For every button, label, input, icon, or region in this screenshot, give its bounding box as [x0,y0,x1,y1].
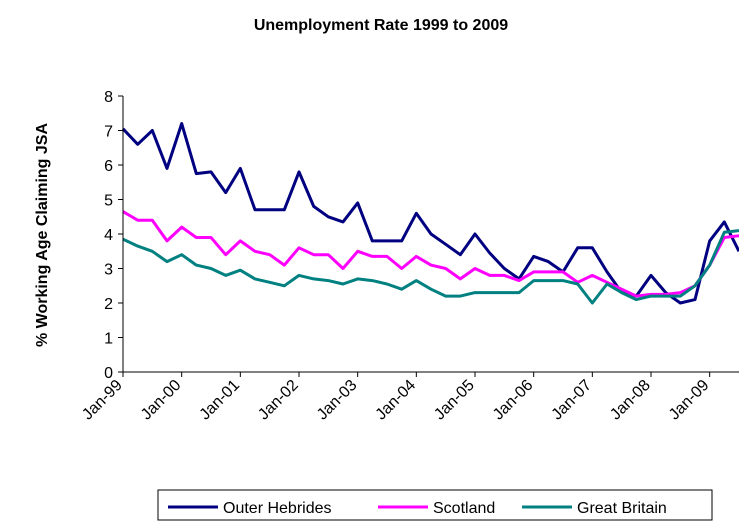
legend-label-outer-hebrides: Outer Hebrides [223,500,332,517]
x-axis: Jan-99 Jan-00 Jan-01 Jan-02 Jan-03 Jan-04 Jan-… [79,372,713,424]
x-tick-label: Jan-99 [79,377,126,424]
x-tick-label: Jan-08 [607,377,654,424]
series-lines [121,122,739,305]
legend-label-scotland: Scotland [433,500,495,517]
x-tick-label: Jan-05 [431,377,478,424]
series-line-great-britain [122,229,739,305]
y-tick-label: 1 [104,331,113,348]
y-tick-label: 5 [104,193,113,210]
legend-box [157,489,713,521]
y-tick-label: 2 [104,296,113,313]
y-tick-label: 8 [104,89,113,106]
series-line-outer-hebrides [121,122,739,305]
chart-title: Unemployment Rate 1999 to 2009 [254,17,508,34]
y-axis-label: % Working Age Claiming JSA [34,123,51,347]
y-axis: 0 1 2 3 4 5 6 7 8 [104,89,123,382]
x-tick-label: Jan-02 [255,377,302,424]
y-tick-label: 0 [104,365,113,382]
y-tick-label: 6 [104,158,113,175]
x-tick-label: Jan-03 [314,377,361,424]
y-tick-label: 4 [104,227,113,244]
x-tick-label: Jan-01 [197,377,244,424]
y-tick-label: 3 [104,262,113,279]
x-tick-label: Jan-07 [549,377,596,424]
legend: Outer Hebrides Scotland Great Britain [157,489,713,521]
x-tick-label: Jan-00 [138,377,185,424]
series-line-scotland [122,210,739,298]
x-tick-label: Jan-06 [490,377,537,424]
x-tick-label: Jan-04 [373,377,420,424]
legend-label-great-britain: Great Britain [577,500,667,517]
y-tick-label: 7 [104,124,113,141]
x-tick-label: Jan-09 [666,377,713,424]
